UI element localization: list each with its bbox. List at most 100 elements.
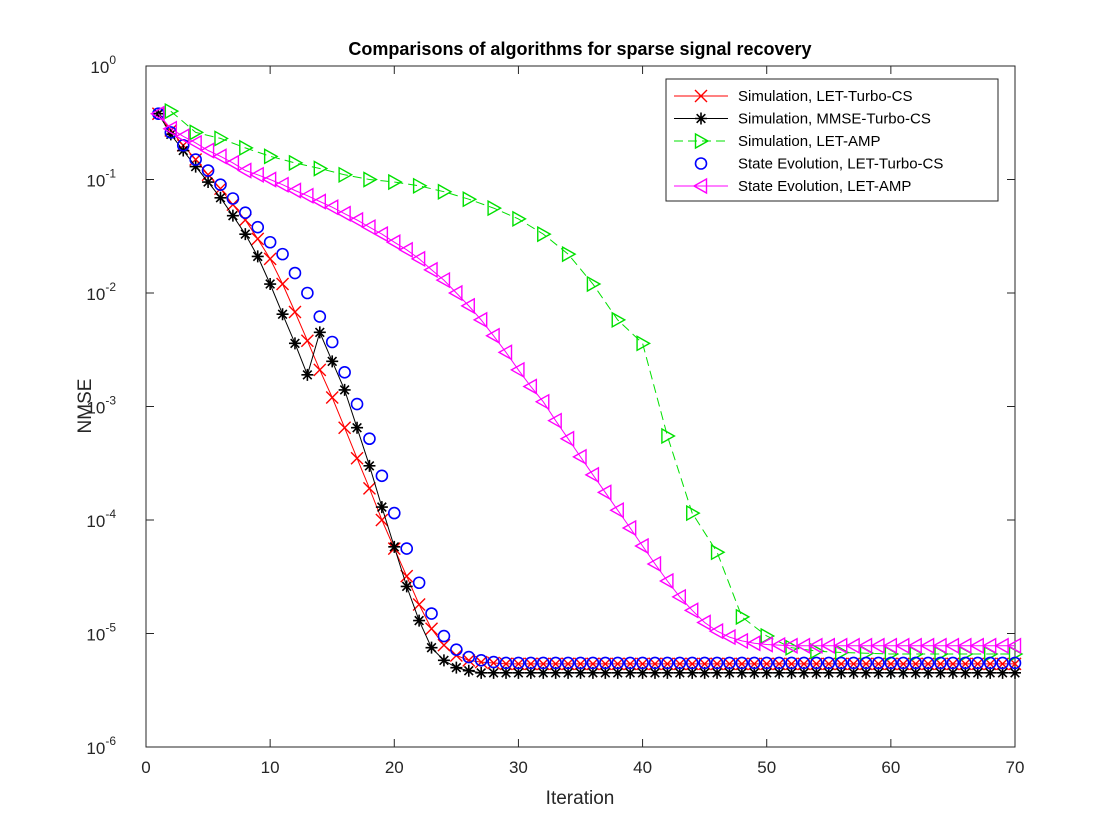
axis-ticks: 0 10 20 30 40 50 60 7010-610-510-410-310-210-11… bbox=[86, 53, 1024, 777]
data-point-marker bbox=[251, 232, 265, 246]
data-point-marker bbox=[621, 519, 637, 537]
y-tick-base: 10 bbox=[86, 285, 105, 304]
series-state-evolution-let-turbo-cs bbox=[152, 107, 1022, 670]
data-point-marker bbox=[648, 666, 661, 679]
data-point-marker bbox=[251, 220, 265, 234]
data-point-marker bbox=[745, 635, 761, 652]
data-point-marker bbox=[686, 666, 699, 679]
data-point-marker bbox=[537, 666, 550, 679]
data-point-marker bbox=[348, 211, 364, 229]
data-point-marker bbox=[584, 466, 600, 484]
data-point-marker bbox=[959, 666, 972, 679]
data-point-marker bbox=[785, 666, 798, 679]
data-point-marker bbox=[772, 656, 786, 670]
data-point-marker bbox=[388, 540, 401, 553]
data-point-marker bbox=[536, 656, 550, 670]
data-point-marker bbox=[338, 421, 352, 435]
data-point-marker bbox=[236, 162, 252, 179]
legend-entry: State Evolution, LET-Turbo-CS bbox=[694, 156, 943, 173]
data-point-marker bbox=[561, 656, 575, 670]
y-tick-exponent: -4 bbox=[105, 507, 116, 521]
series-simulation-mmse-turbo-cs bbox=[152, 107, 1021, 679]
data-point-marker bbox=[835, 666, 848, 679]
data-point-marker bbox=[400, 580, 413, 593]
data-point-marker bbox=[673, 666, 686, 679]
data-point-marker bbox=[909, 656, 922, 670]
data-point-marker bbox=[524, 656, 538, 670]
y-tick-exponent: 0 bbox=[109, 53, 116, 67]
legend-marker bbox=[694, 132, 710, 150]
data-point-marker bbox=[300, 334, 314, 348]
data-point-marker bbox=[276, 247, 289, 261]
data-point-marker bbox=[797, 656, 811, 670]
data-point-marker bbox=[996, 656, 1009, 670]
data-point-marker bbox=[313, 363, 327, 377]
data-point-marker bbox=[264, 278, 277, 291]
data-point-marker bbox=[934, 666, 947, 679]
data-point-marker bbox=[485, 327, 500, 344]
data-point-marker bbox=[760, 666, 773, 679]
data-point-marker bbox=[698, 656, 711, 670]
data-point-marker bbox=[350, 451, 364, 465]
data-point-marker bbox=[524, 666, 537, 679]
data-point-marker bbox=[361, 219, 376, 236]
data-point-marker bbox=[574, 666, 587, 679]
legend-marker bbox=[695, 112, 707, 125]
data-point-marker bbox=[785, 639, 800, 656]
data-point-marker bbox=[336, 205, 351, 222]
data-point-marker bbox=[549, 656, 562, 670]
data-point-marker bbox=[748, 666, 761, 679]
data-point-marker bbox=[847, 666, 860, 679]
legend-entry: State Evolution, LET-AMP bbox=[674, 177, 911, 195]
y-tick-exponent: -6 bbox=[105, 734, 116, 748]
y-tick-label: 10-5 bbox=[86, 621, 116, 645]
data-point-marker bbox=[301, 368, 314, 381]
y-tick-label: 10-6 bbox=[86, 734, 116, 758]
data-point-marker bbox=[475, 666, 488, 679]
data-point-marker bbox=[860, 666, 873, 679]
data-point-marker bbox=[721, 628, 736, 646]
data-point-marker bbox=[735, 608, 751, 626]
data-point-marker bbox=[311, 193, 326, 210]
data-point-marker bbox=[500, 666, 513, 679]
data-point-marker bbox=[658, 572, 674, 590]
data-point-marker bbox=[636, 666, 649, 679]
data-point-marker bbox=[1006, 637, 1022, 654]
data-point-marker bbox=[462, 650, 476, 664]
y-tick-label: 10-4 bbox=[86, 507, 116, 531]
data-point-marker bbox=[971, 656, 985, 670]
data-point-marker bbox=[1009, 666, 1021, 679]
data-point-marker bbox=[984, 666, 997, 679]
y-tick-label: 10-3 bbox=[86, 394, 116, 418]
data-point-marker bbox=[164, 102, 180, 120]
data-point-marker bbox=[338, 366, 351, 379]
data-point-marker bbox=[325, 335, 339, 349]
y-tick-base: 10 bbox=[90, 58, 109, 77]
data-point-marker bbox=[499, 656, 513, 670]
series-line bbox=[170, 110, 1015, 655]
data-point-marker bbox=[847, 656, 860, 670]
y-tick-label: 10-2 bbox=[86, 280, 116, 304]
legend-marker bbox=[694, 89, 708, 103]
data-point-marker bbox=[263, 235, 277, 249]
data-point-marker bbox=[149, 105, 165, 122]
data-point-marker bbox=[624, 666, 637, 679]
data-point-marker bbox=[214, 130, 229, 147]
legend-marker bbox=[694, 157, 708, 170]
data-point-marker bbox=[512, 210, 527, 228]
data-point-marker bbox=[611, 656, 625, 670]
data-point-marker bbox=[723, 666, 736, 679]
data-point-marker bbox=[472, 311, 488, 329]
data-point-marker bbox=[239, 206, 252, 219]
data-point-marker bbox=[487, 666, 500, 679]
data-point-marker bbox=[648, 656, 662, 670]
data-point-marker bbox=[388, 173, 403, 191]
data-point-marker bbox=[859, 656, 873, 670]
data-point-marker bbox=[934, 656, 947, 670]
data-point-marker bbox=[946, 666, 959, 679]
data-point-marker bbox=[413, 614, 426, 627]
data-point-marker bbox=[634, 537, 649, 555]
data-point-marker bbox=[723, 656, 736, 670]
data-point-marker bbox=[683, 602, 699, 619]
